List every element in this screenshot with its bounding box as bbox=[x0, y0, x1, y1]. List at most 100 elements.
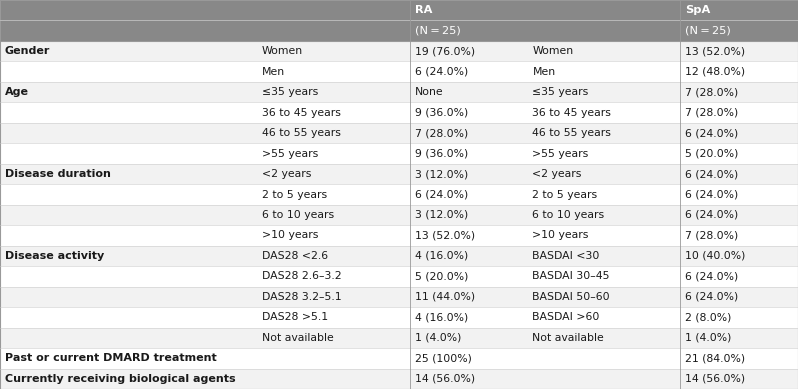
Bar bbox=[527, 246, 680, 266]
Text: 6 (24.0%): 6 (24.0%) bbox=[685, 272, 738, 281]
Text: SpA: SpA bbox=[685, 5, 710, 15]
Bar bbox=[410, 246, 527, 266]
Text: Disease activity: Disease activity bbox=[5, 251, 104, 261]
Bar bbox=[257, 164, 410, 184]
Bar bbox=[680, 164, 798, 184]
Bar bbox=[257, 61, 410, 82]
Bar bbox=[0, 0, 257, 21]
Bar bbox=[527, 41, 680, 61]
Bar bbox=[257, 246, 410, 266]
Bar bbox=[680, 41, 798, 61]
Bar bbox=[680, 307, 798, 328]
Text: DAS28 3.2–5.1: DAS28 3.2–5.1 bbox=[262, 292, 342, 302]
Bar bbox=[527, 82, 680, 102]
Text: >55 years: >55 years bbox=[532, 149, 589, 159]
Text: ≤35 years: ≤35 years bbox=[262, 87, 318, 97]
Bar bbox=[0, 348, 257, 368]
Text: RA: RA bbox=[415, 5, 432, 15]
Text: 36 to 45 years: 36 to 45 years bbox=[532, 108, 611, 117]
Text: 12 (48.0%): 12 (48.0%) bbox=[685, 67, 745, 77]
Text: DAS28 <2.6: DAS28 <2.6 bbox=[262, 251, 328, 261]
Bar bbox=[257, 368, 410, 389]
Text: 6 (24.0%): 6 (24.0%) bbox=[685, 128, 738, 138]
Bar bbox=[257, 307, 410, 328]
Text: 4 (16.0%): 4 (16.0%) bbox=[415, 312, 468, 322]
Text: Men: Men bbox=[262, 67, 285, 77]
Text: None: None bbox=[415, 87, 444, 97]
Text: Currently receiving biological agents: Currently receiving biological agents bbox=[5, 374, 235, 384]
Text: 25 (100%): 25 (100%) bbox=[415, 353, 472, 363]
Bar bbox=[410, 164, 527, 184]
Text: BASDAI >60: BASDAI >60 bbox=[532, 312, 600, 322]
Bar bbox=[527, 287, 680, 307]
Bar bbox=[527, 225, 680, 246]
Bar bbox=[680, 143, 798, 164]
Bar bbox=[680, 123, 798, 143]
Bar bbox=[410, 307, 527, 328]
Text: 14 (56.0%): 14 (56.0%) bbox=[685, 374, 745, 384]
Text: >10 years: >10 years bbox=[532, 230, 589, 240]
Text: Women: Women bbox=[532, 46, 574, 56]
Bar bbox=[0, 143, 257, 164]
Bar bbox=[410, 21, 527, 41]
Bar bbox=[410, 102, 527, 123]
Bar bbox=[680, 184, 798, 205]
Text: 6 (24.0%): 6 (24.0%) bbox=[685, 169, 738, 179]
Bar bbox=[0, 102, 257, 123]
Text: 19 (76.0%): 19 (76.0%) bbox=[415, 46, 475, 56]
Bar bbox=[410, 348, 527, 368]
Bar bbox=[257, 266, 410, 287]
Bar bbox=[410, 184, 527, 205]
Bar bbox=[0, 287, 257, 307]
Bar bbox=[680, 102, 798, 123]
Bar bbox=[0, 123, 257, 143]
Bar bbox=[410, 61, 527, 82]
Bar bbox=[257, 123, 410, 143]
Text: 10 (40.0%): 10 (40.0%) bbox=[685, 251, 745, 261]
Text: Past or current DMARD treatment: Past or current DMARD treatment bbox=[5, 353, 216, 363]
Bar bbox=[527, 0, 680, 21]
Text: DAS28 2.6–3.2: DAS28 2.6–3.2 bbox=[262, 272, 342, 281]
Bar bbox=[680, 266, 798, 287]
Text: 6 to 10 years: 6 to 10 years bbox=[262, 210, 334, 220]
Text: 2 (8.0%): 2 (8.0%) bbox=[685, 312, 732, 322]
Bar bbox=[527, 143, 680, 164]
Text: 13 (52.0%): 13 (52.0%) bbox=[685, 46, 745, 56]
Text: Gender: Gender bbox=[5, 46, 50, 56]
Bar bbox=[257, 21, 410, 41]
Text: 9 (36.0%): 9 (36.0%) bbox=[415, 108, 468, 117]
Bar bbox=[680, 225, 798, 246]
Bar bbox=[410, 41, 527, 61]
Bar bbox=[527, 102, 680, 123]
Text: Men: Men bbox=[532, 67, 555, 77]
Text: >10 years: >10 years bbox=[262, 230, 318, 240]
Text: Disease duration: Disease duration bbox=[5, 169, 111, 179]
Text: 46 to 55 years: 46 to 55 years bbox=[262, 128, 341, 138]
Text: 6 (24.0%): 6 (24.0%) bbox=[685, 210, 738, 220]
Bar bbox=[257, 205, 410, 225]
Bar bbox=[410, 225, 527, 246]
Bar bbox=[257, 287, 410, 307]
Text: >55 years: >55 years bbox=[262, 149, 318, 159]
Bar bbox=[257, 328, 410, 348]
Bar bbox=[0, 307, 257, 328]
Text: Not available: Not available bbox=[532, 333, 604, 343]
Text: 7 (28.0%): 7 (28.0%) bbox=[685, 230, 738, 240]
Bar bbox=[410, 123, 527, 143]
Bar bbox=[680, 328, 798, 348]
Bar bbox=[0, 21, 257, 41]
Bar bbox=[0, 266, 257, 287]
Text: 2 to 5 years: 2 to 5 years bbox=[262, 189, 327, 200]
Bar bbox=[680, 246, 798, 266]
Bar bbox=[527, 184, 680, 205]
Text: 2 to 5 years: 2 to 5 years bbox=[532, 189, 598, 200]
Text: 7 (28.0%): 7 (28.0%) bbox=[685, 87, 738, 97]
Text: 11 (44.0%): 11 (44.0%) bbox=[415, 292, 475, 302]
Bar bbox=[680, 205, 798, 225]
Text: 6 (24.0%): 6 (24.0%) bbox=[415, 67, 468, 77]
Bar bbox=[527, 123, 680, 143]
Text: 6 (24.0%): 6 (24.0%) bbox=[685, 292, 738, 302]
Bar bbox=[0, 82, 257, 102]
Bar bbox=[680, 348, 798, 368]
Bar bbox=[680, 368, 798, 389]
